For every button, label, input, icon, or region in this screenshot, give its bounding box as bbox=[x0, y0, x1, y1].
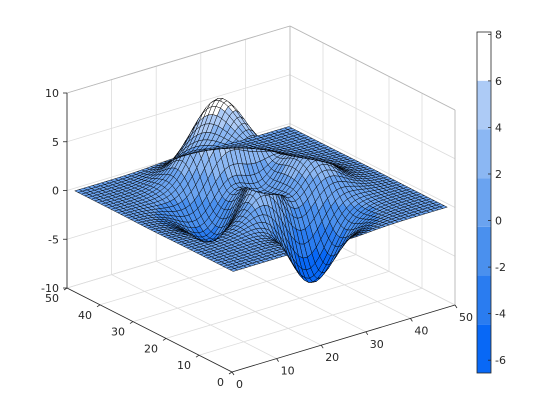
z-tick-label: -10 bbox=[41, 282, 59, 295]
floor-grid-line bbox=[156, 260, 322, 346]
x-tick-mark bbox=[454, 304, 458, 309]
x-tick-mark bbox=[231, 371, 235, 376]
colorbar-tick-label: 6 bbox=[495, 75, 502, 88]
box-edge bbox=[289, 25, 456, 111]
z-tick-label: 10 bbox=[45, 87, 59, 100]
colorbar-segment bbox=[477, 324, 491, 373]
colorbar-segment bbox=[477, 80, 491, 130]
box-edge bbox=[66, 25, 291, 94]
x-tick-mark bbox=[410, 318, 413, 322]
colorbar-segment bbox=[477, 275, 491, 325]
y-tick-label: 10 bbox=[177, 359, 191, 372]
colorbar: -6 -4 -2 0 2 4 6 8 bbox=[476, 28, 506, 374]
colorbar-segment bbox=[477, 226, 491, 276]
colorbar-tick-label: -6 bbox=[495, 354, 506, 367]
x-tick-label: 0 bbox=[236, 378, 243, 391]
colorbar-tick-label: 8 bbox=[495, 28, 502, 41]
y-tick-label: 0 bbox=[217, 376, 224, 389]
floor-grid-line bbox=[165, 271, 390, 339]
z-tick-label: 0 bbox=[52, 185, 59, 198]
colorbar-segment bbox=[477, 129, 491, 179]
colorbar-tick-label: -4 bbox=[495, 308, 506, 321]
x-axis-line bbox=[231, 304, 456, 373]
y-tick-mark bbox=[195, 354, 200, 358]
x-tick-label: 30 bbox=[370, 338, 384, 351]
wall-grid-line bbox=[66, 25, 456, 111]
colorbar-tick-label: 2 bbox=[495, 168, 502, 181]
y-tick-label: 40 bbox=[78, 309, 92, 322]
y-tick-label: 30 bbox=[111, 326, 125, 339]
y-tick-mark bbox=[162, 338, 167, 341]
y-tick-mark bbox=[129, 321, 134, 324]
y-tick-label: 20 bbox=[144, 342, 158, 355]
x-tick-mark bbox=[276, 358, 279, 362]
z-tick-label: -5 bbox=[48, 233, 59, 246]
colorbar-frame bbox=[476, 31, 492, 374]
colorbar-tick-label: 4 bbox=[495, 121, 502, 134]
x-tick-label: 40 bbox=[414, 324, 428, 337]
x-tick-label: 20 bbox=[325, 351, 339, 364]
colorbar-segment bbox=[477, 32, 491, 81]
floor-grid-line bbox=[111, 274, 277, 359]
x-tick-label: 10 bbox=[281, 365, 295, 378]
floor-grid-line bbox=[198, 287, 423, 356]
x-tick-mark bbox=[365, 331, 369, 336]
colorbar-segment bbox=[477, 178, 491, 227]
y-axis-line bbox=[66, 287, 233, 373]
y-tick-mark bbox=[228, 371, 233, 375]
surface-plot bbox=[74, 98, 448, 283]
colorbar-tick-label: 0 bbox=[495, 215, 502, 228]
x-tick-mark bbox=[320, 344, 324, 349]
colorbar-tick-label: -2 bbox=[495, 261, 506, 274]
surface-cell bbox=[74, 189, 83, 193]
y-tick-label: 50 bbox=[45, 292, 59, 305]
y-tick-mark bbox=[96, 304, 101, 308]
x-tick-label: 50 bbox=[459, 311, 473, 324]
z-tick-label: 5 bbox=[52, 136, 59, 149]
